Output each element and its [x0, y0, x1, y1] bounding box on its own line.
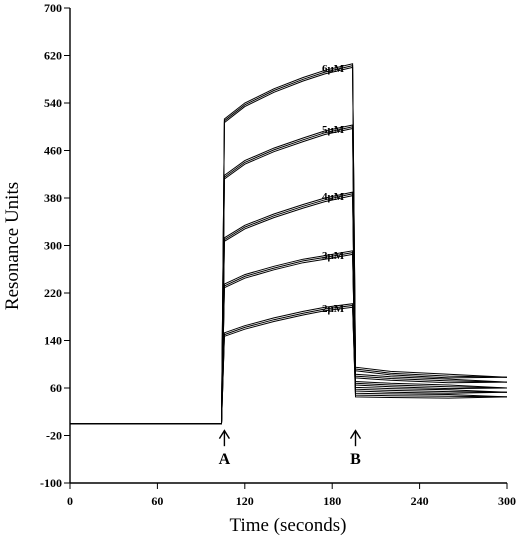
series-trace-1: [70, 127, 508, 425]
y-tick-label: 460: [44, 144, 62, 158]
y-tick-label: 540: [44, 96, 62, 110]
marker-arrow-head: [349, 429, 362, 439]
series-trace-4: [70, 306, 508, 425]
plot-area: -100 -20 60 140 220 300 380 460 540 620 700 0 60 120 1…: [40, 1, 516, 508]
y-tick-label: 60: [50, 381, 62, 395]
marker-label: B: [350, 451, 361, 468]
y-tick-label: 140: [44, 334, 62, 348]
y-tick-label: -20: [46, 429, 62, 443]
series-label: 4μM: [322, 191, 345, 203]
series-label: 2μM: [322, 303, 345, 315]
marker-arrow-head: [218, 429, 231, 439]
y-tick-label: 300: [44, 239, 62, 253]
x-tick-label: 240: [411, 494, 429, 508]
series-label: 5μM: [322, 124, 345, 136]
y-axis-title: Resonance Units: [2, 182, 23, 310]
x-tick-label: 60: [151, 494, 163, 508]
x-tick-label: 180: [323, 494, 341, 508]
x-axis-title: Time (seconds): [230, 515, 347, 536]
y-tick-label: 700: [44, 1, 62, 15]
y-tick-label: 620: [44, 49, 62, 63]
marker-label: A: [219, 451, 231, 468]
y-tick-label: -100: [40, 476, 62, 490]
series-trace-0: [70, 63, 508, 425]
series-label: 6μM: [322, 63, 345, 75]
y-tick-label: 220: [44, 286, 62, 300]
series-trace-0: [70, 66, 508, 425]
series-trace-2: [70, 193, 508, 425]
x-tick-label: 300: [498, 494, 516, 508]
series-trace-3: [70, 250, 508, 425]
series-trace-4: [70, 304, 508, 425]
series-trace-0: [70, 64, 508, 425]
series-trace-4: [70, 303, 508, 425]
series-trace-2: [70, 191, 508, 425]
x-tick-label: 0: [67, 494, 73, 508]
y-tick-label: 380: [44, 191, 62, 205]
series-label: 3μM: [322, 250, 345, 262]
series-trace-1: [70, 124, 508, 425]
x-tick-label: 120: [236, 494, 254, 508]
